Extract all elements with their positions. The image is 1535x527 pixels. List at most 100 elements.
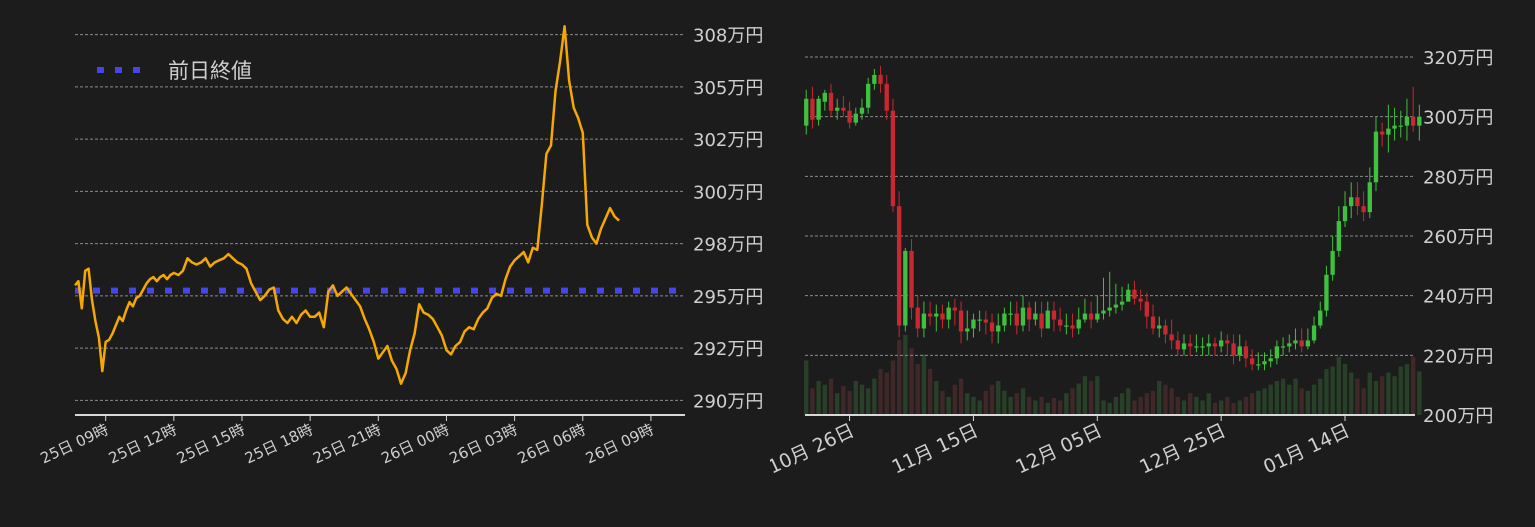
- x-tick-label: 26日 00時: [378, 420, 452, 467]
- candle: [890, 98, 896, 213]
- volume-bar: [1225, 396, 1230, 415]
- volume-bar: [1033, 400, 1038, 415]
- volume-bar: [1064, 393, 1069, 415]
- volume-bar: [1237, 400, 1242, 415]
- volume-bar: [1299, 388, 1304, 415]
- volume-bar: [1311, 384, 1317, 415]
- candle: [1095, 295, 1100, 323]
- candle: [847, 101, 852, 129]
- candle: [1349, 182, 1354, 219]
- candle: [1002, 307, 1007, 332]
- candle: [1367, 167, 1372, 219]
- volume-bar: [1132, 400, 1137, 415]
- candle: [1287, 334, 1292, 353]
- candle: [1051, 301, 1057, 332]
- candle: [1039, 301, 1044, 338]
- candle: [940, 304, 945, 329]
- candle: [977, 310, 982, 332]
- volume-bar: [1157, 381, 1162, 415]
- candle: [1119, 286, 1125, 311]
- volume-bar: [1181, 400, 1187, 415]
- volume-bar: [940, 390, 945, 415]
- volume-bar: [952, 384, 958, 415]
- volume-bar: [1380, 376, 1385, 415]
- volume-bar: [1057, 400, 1063, 415]
- x-tick-label: 25日 12時: [106, 420, 180, 467]
- volume-bar: [822, 384, 827, 415]
- candle: [1336, 206, 1341, 257]
- candle: [1206, 334, 1211, 356]
- candle: [878, 65, 883, 93]
- volume-bar: [804, 360, 809, 415]
- volume-bar: [1088, 381, 1094, 415]
- volume-bar: [1342, 364, 1348, 415]
- y-tick-label: 305万円: [693, 78, 763, 99]
- candle: [934, 304, 939, 332]
- volume-bar: [1398, 366, 1403, 415]
- candle: [1280, 337, 1286, 356]
- candle: [816, 95, 821, 126]
- candle: [1293, 328, 1298, 350]
- volume-bar: [884, 372, 889, 415]
- volume-bar: [996, 381, 1001, 415]
- candle: [822, 89, 827, 111]
- candle: [1392, 107, 1397, 141]
- candle: [1299, 328, 1304, 353]
- candle: [958, 301, 964, 344]
- volume-bar: [1070, 388, 1075, 415]
- x-tick-label: 26日 03時: [447, 420, 521, 467]
- volume-bar: [1113, 396, 1119, 415]
- volume-bar: [977, 400, 982, 415]
- candle: [927, 301, 933, 326]
- candle: [1194, 334, 1199, 353]
- volume-bar: [971, 396, 976, 415]
- candle: [1212, 337, 1218, 356]
- candle: [1008, 301, 1013, 326]
- candle: [841, 95, 846, 117]
- volume-bar: [1231, 402, 1236, 415]
- x-tick-label: 11月 15日: [889, 420, 982, 479]
- candle: [859, 98, 865, 120]
- candle: [1398, 110, 1403, 138]
- volume-bar: [1243, 396, 1249, 415]
- candle: [946, 301, 951, 329]
- volume-bar: [872, 378, 877, 415]
- volume-bar: [810, 388, 815, 415]
- candle: [1020, 295, 1026, 332]
- candle: [1305, 328, 1311, 350]
- y-tick-label: 292万円: [693, 339, 763, 360]
- volume-bar: [1020, 388, 1026, 415]
- y-tick-label: 300万円: [693, 182, 763, 203]
- volume-bar: [1082, 376, 1088, 415]
- volume-bar: [1163, 384, 1168, 415]
- candle: [1373, 116, 1379, 192]
- volume-bar: [1324, 368, 1329, 415]
- volume-bar: [1169, 388, 1174, 415]
- volume-bar: [1274, 381, 1280, 415]
- x-tick-label: 25日 21時: [310, 420, 384, 467]
- volume-bar: [859, 384, 865, 415]
- volume-bar: [1200, 400, 1205, 415]
- y-tick-label: 308万円: [693, 26, 763, 47]
- y-tick-label: 295万円: [693, 287, 763, 308]
- volume-bar: [1330, 366, 1335, 415]
- volume-bar: [835, 393, 840, 415]
- volume-bar: [1014, 393, 1019, 415]
- candle: [1218, 331, 1224, 353]
- candle: [1163, 319, 1168, 344]
- x-tick-label: 25日 15時: [174, 420, 248, 467]
- candle: [952, 298, 958, 326]
- volume-bar: [983, 390, 988, 415]
- candle: [1262, 352, 1267, 371]
- volume-bar: [1188, 393, 1193, 415]
- volume-bar: [1287, 384, 1292, 415]
- volume-bar: [1045, 402, 1050, 415]
- volume-bar: [909, 348, 914, 415]
- y-tick-label: 320万円: [1423, 48, 1493, 69]
- volume-bar: [1138, 396, 1143, 415]
- candle: [915, 295, 920, 338]
- candle: [903, 247, 908, 332]
- volume-bar: [1218, 400, 1224, 415]
- volume-bar: [1107, 402, 1112, 415]
